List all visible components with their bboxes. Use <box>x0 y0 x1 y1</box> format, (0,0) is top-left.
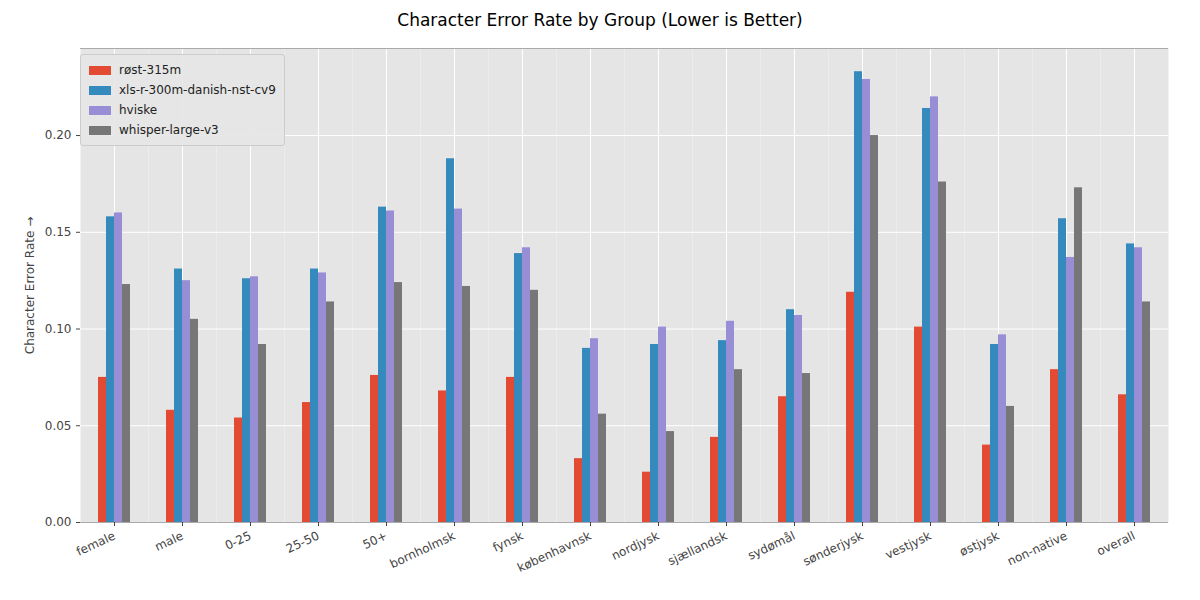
svg-text:Character Error Rate →: Character Error Rate → <box>23 217 37 355</box>
svg-text:østjysk: østjysk <box>957 529 1001 559</box>
html-text:røst-315m: røst-315m <box>119 63 182 77</box>
svg-text:københavnsk: københavnsk <box>515 529 593 575</box>
svg-text:nordjysk: nordjysk <box>609 529 661 563</box>
svg-text:male: male <box>152 529 185 554</box>
svg-text:sydømål: sydømål <box>746 529 798 563</box>
svg-text:fynsk: fynsk <box>491 529 526 555</box>
svg-text:vestjysk: vestjysk <box>883 529 933 562</box>
svg-text:sjællandsk: sjællandsk <box>666 529 730 569</box>
svg-text:0.10: 0.10 <box>45 322 72 336</box>
svg-text:non-native: non-native <box>1005 529 1069 569</box>
svg-text:25-50: 25-50 <box>284 529 322 556</box>
svg-text:0.20: 0.20 <box>45 128 72 142</box>
html-text:hviske: hviske <box>119 103 158 117</box>
svg-text:sønderjysk: sønderjysk <box>801 529 866 569</box>
svg-text:0.15: 0.15 <box>45 225 72 239</box>
svg-text:0-25: 0-25 <box>223 529 254 553</box>
svg-text:overall: overall <box>1095 529 1138 559</box>
svg-text:female: female <box>74 529 117 559</box>
html-text:whisper-large-v3: whisper-large-v3 <box>119 123 219 137</box>
html-text:xls-r-300m-danish-nst-cv9: xls-r-300m-danish-nst-cv9 <box>119 83 276 97</box>
svg-text:0.05: 0.05 <box>45 419 72 433</box>
svg-text:0.00: 0.00 <box>45 515 72 529</box>
html-text:Character Error Rate by Group: Character Error Rate by Group (Lower is … <box>397 10 803 30</box>
svg-text:bornholmsk: bornholmsk <box>388 529 458 571</box>
svg-text:50+: 50+ <box>361 529 390 552</box>
